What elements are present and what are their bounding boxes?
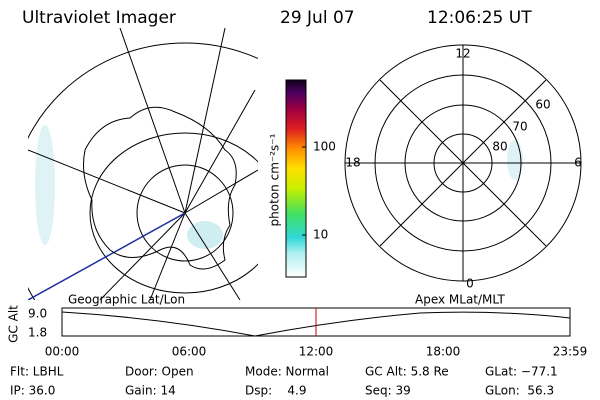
status-field: Flt: LBHL <box>10 365 64 379</box>
time: 12:06:25 UT <box>427 8 532 28</box>
title: Ultraviolet Imager <box>22 8 176 28</box>
right-label: Apex MLat/MLT <box>415 293 505 307</box>
x-tick-label: 23:59 <box>553 345 588 359</box>
colorbar <box>285 79 307 278</box>
mlat-label: 80 <box>492 140 507 154</box>
left-label: Geographic Lat/Lon <box>68 293 185 307</box>
colorbar-label: photon cm⁻²s⁻¹ <box>268 133 282 226</box>
x-tick-label: 06:00 <box>172 345 207 359</box>
geographic-map <box>28 28 258 300</box>
colorbar-tick-label: 100 <box>313 140 336 154</box>
status-field: GLat: −77.1 <box>485 365 558 379</box>
status-field: Mode: Normal <box>245 365 329 379</box>
status-field: Dsp: 4.9 <box>245 384 307 398</box>
y-tick-label: 9.0 <box>28 307 47 321</box>
x-tick-label: 00:00 <box>45 345 80 359</box>
status-field: GC Alt: 5.8 Re <box>365 365 449 379</box>
y-tick-label: 1.8 <box>28 326 47 340</box>
status: Flt: LBHL Door: Open Mode: Normal GC Alt: 5… <box>10 365 558 398</box>
mlt-label: 18 <box>345 156 360 170</box>
mlt-label: 0 <box>466 277 474 291</box>
mlt-label: 12 <box>455 47 470 61</box>
x-tick-label: 12:00 <box>299 345 334 359</box>
status-field: GLon: 56.3 <box>485 384 554 398</box>
status-field: IP: 36.0 <box>10 384 55 398</box>
mlat-label: 70 <box>512 120 527 134</box>
date: 29 Jul 07 <box>280 8 355 28</box>
status-field: Gain: 14 <box>125 384 176 398</box>
x-ticks: 00:00 06:00 12:00 18:00 23:59 <box>45 345 588 359</box>
status-field: Seq: 39 <box>365 384 411 398</box>
y-axis-label: GC Alt <box>7 305 21 343</box>
colorbar-tick-label: 10 <box>313 228 328 242</box>
mlt-label: 6 <box>574 156 582 170</box>
polar-plot: 12 6 0 18 60 70 80 <box>344 44 582 291</box>
altitude-curve <box>61 311 571 337</box>
x-tick-label: 18:00 <box>426 345 461 359</box>
mlat-label: 60 <box>535 98 550 112</box>
status-field: Door: Open <box>125 365 194 379</box>
